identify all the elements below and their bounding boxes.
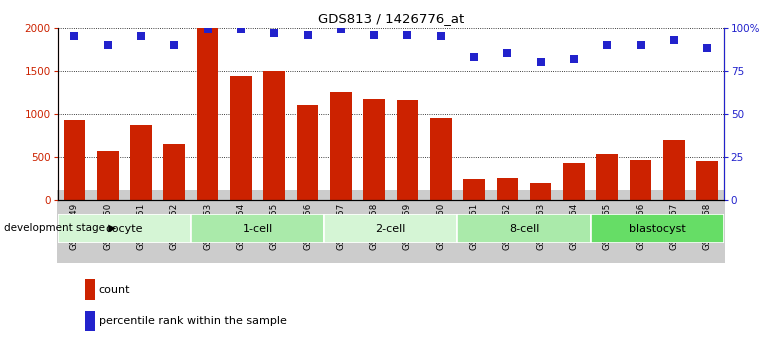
Bar — [197, 28, 219, 200]
Text: blastocyst: blastocyst — [629, 224, 685, 234]
Bar — [296, 105, 318, 200]
Title: GDS813 / 1426776_at: GDS813 / 1426776_at — [318, 12, 464, 25]
Point — [69, 33, 81, 39]
Text: 2-cell: 2-cell — [376, 224, 406, 234]
Bar — [363, 99, 385, 200]
Point — [567, 56, 580, 61]
Bar — [263, 71, 285, 200]
Bar — [58, 214, 191, 243]
Point — [701, 46, 713, 51]
Point — [202, 27, 214, 32]
Point — [634, 42, 647, 48]
Point — [301, 32, 313, 37]
Point — [601, 42, 614, 48]
Bar — [130, 125, 152, 200]
Bar — [330, 92, 352, 200]
Point — [468, 54, 480, 60]
Text: percentile rank within the sample: percentile rank within the sample — [99, 316, 286, 326]
Point — [168, 42, 180, 48]
Point — [335, 27, 347, 32]
Point — [668, 37, 680, 42]
Point — [235, 27, 247, 32]
Bar — [530, 183, 551, 200]
Bar — [597, 154, 618, 200]
Point — [501, 51, 514, 56]
Bar — [696, 161, 718, 200]
Bar — [191, 214, 324, 243]
Point — [368, 32, 380, 37]
Bar — [430, 118, 451, 200]
Point — [102, 42, 114, 48]
Bar — [663, 140, 685, 200]
Bar — [497, 178, 518, 200]
Bar — [630, 159, 651, 200]
Point — [268, 30, 280, 36]
Text: development stage ▶: development stage ▶ — [4, 224, 116, 233]
Point — [135, 33, 147, 39]
Point — [401, 32, 413, 37]
Text: 1-cell: 1-cell — [243, 224, 273, 234]
Bar — [591, 214, 724, 243]
Text: count: count — [99, 285, 130, 295]
Bar — [230, 76, 252, 200]
Bar — [397, 100, 418, 200]
Text: 8-cell: 8-cell — [509, 224, 539, 234]
Text: oocyte: oocyte — [105, 224, 143, 234]
Bar — [457, 214, 591, 243]
Bar — [324, 214, 457, 243]
Bar — [163, 144, 185, 200]
Point — [434, 33, 447, 39]
Bar — [64, 120, 85, 200]
Bar — [563, 163, 584, 200]
Bar — [464, 179, 485, 200]
Point — [534, 59, 547, 65]
Bar — [97, 150, 119, 200]
